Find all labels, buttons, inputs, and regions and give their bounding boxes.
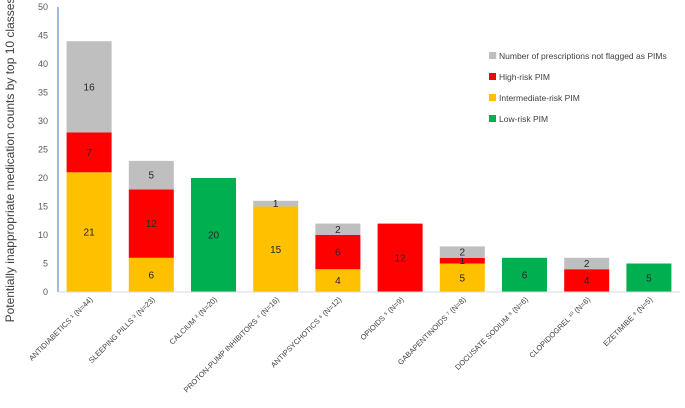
- y-axis: 0 5 10 15 20 25 30 35 40 45 50: [38, 2, 59, 297]
- legend-label: Low-risk PIM: [499, 114, 548, 124]
- bar-low-risk-pim-3: [191, 178, 236, 292]
- legend: Number of prescriptions not flagged as P…: [489, 51, 667, 124]
- y-tick-label: 25: [38, 145, 48, 155]
- bar-value-label: 15: [270, 245, 282, 256]
- x-category-label: ANTIDIABETICS ¹ (N=44): [27, 295, 95, 363]
- y-tick-label: 30: [38, 116, 48, 126]
- bar-value-label: 6: [149, 270, 155, 281]
- bar-number-of-prescriptions-not-flagged-as-pims-4: [253, 200, 299, 207]
- x-category-label: ANTIPSYCHOTICS ⁶ (N=12): [269, 295, 344, 370]
- bar-high-risk-pim-9: [564, 269, 610, 292]
- bar-high-risk-pim-6: [377, 223, 423, 292]
- bar-value-label: 5: [646, 273, 652, 284]
- bar-value-label: 12: [395, 253, 407, 264]
- y-tick-label: 5: [43, 259, 48, 269]
- bar-low-risk-pim-8: [502, 257, 547, 292]
- bar-value-label: 2: [460, 248, 466, 259]
- y-axis-title: Potentially inappropriate medication cou…: [3, 0, 17, 322]
- legend-swatch-intermediate-risk-pim: [489, 94, 496, 101]
- y-tick-label: 0: [43, 287, 48, 297]
- x-axis: ANTIDIABETICS ¹ (N=44)SLEEPING PILLS ³ (…: [27, 291, 680, 394]
- x-category-label: CALCIUM ² (N=20): [168, 295, 220, 347]
- bar-intermediate-risk-pim-4: [253, 206, 299, 292]
- x-category-label: EZETIMIBE ⁹ (N=5): [601, 295, 654, 348]
- bar-intermediate-risk-pim-5: [315, 269, 361, 292]
- bar-value-label: 5: [149, 171, 155, 182]
- x-category-label: GABAPENTINOIDS ⁷ (N=8): [396, 295, 468, 367]
- bar-value-label: 6: [522, 270, 528, 281]
- bar-intermediate-risk-pim-7: [439, 263, 485, 292]
- bar-number-of-prescriptions-not-flagged-as-pims-5: [315, 223, 361, 235]
- legend-label: Number of prescriptions not flagged as P…: [499, 51, 667, 61]
- bar-value-label: 4: [335, 276, 341, 287]
- x-category-label: SLEEPING PILLS ³ (N=23): [87, 295, 157, 365]
- x-category-label: CLOPIDOGREL ¹⁰ (N=6): [527, 295, 592, 360]
- bar-value-label: 2: [584, 259, 590, 270]
- bar-value-label: 2: [335, 225, 341, 236]
- bar-intermediate-risk-pim-1: [66, 172, 112, 292]
- bar-number-of-prescriptions-not-flagged-as-pims-9: [564, 257, 610, 270]
- y-tick-label: 35: [38, 88, 48, 98]
- bar-value-label: 5: [460, 273, 466, 284]
- bar-high-risk-pim-1: [66, 132, 112, 173]
- bar-low-risk-pim-10: [626, 263, 672, 292]
- bar-value-label: 16: [84, 82, 96, 93]
- legend-label: Intermediate-risk PIM: [499, 93, 580, 103]
- bar-number-of-prescriptions-not-flagged-as-pims-1: [66, 41, 112, 133]
- y-tick-label: 20: [38, 173, 48, 183]
- legend-swatch-high-risk-pim: [489, 73, 496, 80]
- legend-swatch-number-of-prescriptions-not-flagged-as-pims: [489, 52, 496, 59]
- bar-value-label: 1: [273, 199, 279, 210]
- bar-intermediate-risk-pim-2: [128, 257, 174, 292]
- bar-high-risk-pim-5: [315, 235, 361, 270]
- bar-value-label: 21: [84, 228, 96, 239]
- bar-value-label: 20: [208, 231, 220, 242]
- bar-number-of-prescriptions-not-flagged-as-pims-7: [439, 246, 485, 258]
- legend-swatch-low-risk-pim: [489, 115, 496, 122]
- y-tick-label: 40: [38, 59, 48, 69]
- y-tick-label: 50: [38, 2, 48, 12]
- y-tick-label: 10: [38, 230, 48, 240]
- legend-label: High-risk PIM: [499, 72, 550, 82]
- bar-value-label: 7: [86, 148, 92, 159]
- y-tick-label: 15: [38, 202, 48, 212]
- bar-value-label: 4: [584, 276, 590, 287]
- x-category-label: OPIOIDS ⁵ (N=9): [358, 295, 405, 342]
- bar-value-label: 12: [146, 219, 158, 230]
- bar-value-label: 6: [335, 248, 341, 259]
- bar-high-risk-pim-2: [128, 189, 174, 258]
- bar-number-of-prescriptions-not-flagged-as-pims-2: [128, 160, 174, 190]
- bar-high-risk-pim-7: [439, 257, 485, 264]
- bar-value-label: 1: [460, 256, 466, 267]
- y-tick-label: 45: [38, 31, 48, 41]
- x-category-label: DOCUSATE SODIUM ⁸ (N=6): [453, 295, 530, 372]
